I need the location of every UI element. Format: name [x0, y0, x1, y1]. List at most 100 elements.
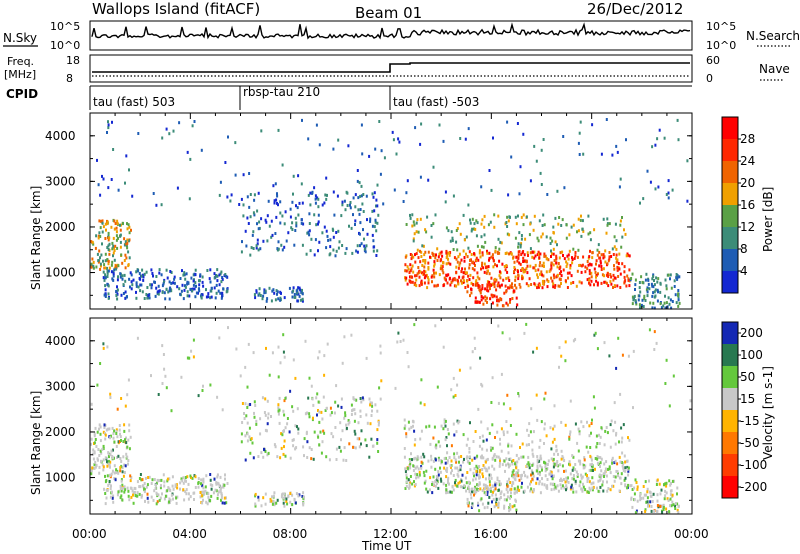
echo-cell: [176, 285, 179, 289]
echo-cell: [598, 264, 601, 268]
echo-cell: [242, 203, 245, 207]
echo-cell: [477, 503, 480, 507]
echo-cell: [92, 448, 95, 452]
echo-cell: [216, 496, 219, 500]
echo-cell: [506, 303, 509, 307]
echo-cell: [205, 500, 208, 504]
echo-cell: [471, 350, 474, 354]
echo-cell: [576, 255, 579, 259]
echo-cell: [415, 221, 418, 225]
echo-cell: [593, 333, 596, 337]
echo-cell: [271, 289, 274, 293]
echo-cell: [298, 294, 301, 298]
echo-cell: [163, 291, 166, 295]
echo-cell: [655, 483, 658, 486]
echo-cell: [547, 280, 550, 283]
echo-cell: [662, 304, 665, 308]
echo-cell: [566, 254, 569, 258]
echo-cell: [352, 397, 355, 400]
echo-cell: [291, 503, 294, 507]
echo-cell: [485, 271, 488, 275]
echo-cell: [612, 484, 615, 488]
echo-cell: [223, 496, 226, 500]
echo-cell: [127, 438, 130, 442]
echo-cell: [497, 504, 500, 508]
echo-cell: [102, 270, 105, 274]
echo-cell: [539, 252, 542, 256]
echo-cell: [508, 488, 511, 492]
echo-cell: [202, 480, 205, 484]
echo-cell: [597, 243, 600, 247]
echo-cell: [161, 382, 164, 385]
echo-cell: [270, 499, 273, 503]
echo-cell: [569, 463, 572, 467]
echo-cell: [110, 472, 113, 476]
echo-cell: [654, 288, 657, 292]
echo-cell: [103, 263, 106, 267]
echo-cell: [639, 290, 642, 294]
echo-cell: [582, 482, 584, 486]
echo-cell: [541, 477, 543, 481]
echo-cell: [489, 483, 491, 487]
echo-cell: [463, 484, 466, 488]
echo-cell: [424, 261, 427, 265]
echo-cell: [677, 298, 680, 302]
echo-cell: [92, 242, 95, 246]
echo-cell: [555, 448, 558, 452]
echo-cell: [171, 475, 174, 479]
echo-cell: [460, 258, 463, 262]
echo-cell: [173, 281, 176, 285]
echo-cell: [113, 440, 116, 444]
echo-cell: [504, 252, 507, 255]
echo-cell: [593, 406, 596, 410]
echo-cell: [457, 282, 460, 286]
echo-cell: [501, 463, 504, 467]
echo-cell: [480, 456, 483, 460]
echo-cell: [528, 277, 531, 281]
echo-cell: [594, 331, 597, 335]
echo-cell: [95, 234, 98, 238]
echo-cell: [291, 200, 294, 204]
echo-cell: [481, 284, 484, 287]
echo-cell: [647, 278, 650, 282]
echo-cell: [570, 274, 573, 278]
echo-cell: [116, 493, 119, 497]
echo-cell: [323, 225, 326, 229]
echo-cell: [559, 483, 562, 487]
echo-cell: [205, 474, 208, 478]
echo-cell: [669, 483, 672, 487]
echo-cell: [481, 447, 484, 451]
echo-cell: [531, 250, 534, 254]
echo-cell: [373, 191, 376, 195]
echo-cell: [163, 497, 166, 501]
echo-cell: [484, 298, 487, 302]
echo-cell: [273, 443, 276, 447]
echo-cell: [301, 243, 304, 247]
echo-cell: [226, 289, 229, 293]
echo-cell: [480, 288, 483, 292]
echo-cell: [485, 438, 488, 442]
echo-cell: [301, 495, 304, 498]
echo-cell: [124, 464, 127, 468]
echo-cell: [550, 263, 553, 267]
echo-cell: [511, 470, 514, 474]
echo-cell: [633, 294, 636, 298]
echo-cell: [467, 284, 470, 288]
echo-cell: [295, 224, 298, 228]
echo-cell: [119, 228, 122, 232]
echo-cell: [291, 295, 294, 299]
echo-cell: [459, 468, 462, 472]
echo-cell: [462, 280, 465, 284]
echo-cell: [456, 451, 459, 455]
echo-cell: [478, 285, 481, 289]
echo-cell: [646, 169, 649, 173]
echo-cell: [509, 495, 512, 499]
echo-cell: [297, 427, 300, 431]
cpid-label: CPID: [6, 87, 38, 101]
echo-cell: [245, 244, 248, 248]
echo-cell: [590, 482, 593, 486]
echo-cell: [107, 262, 110, 266]
echo-cell: [150, 283, 153, 287]
echo-cell: [517, 457, 520, 461]
echo-cell: [509, 504, 512, 507]
